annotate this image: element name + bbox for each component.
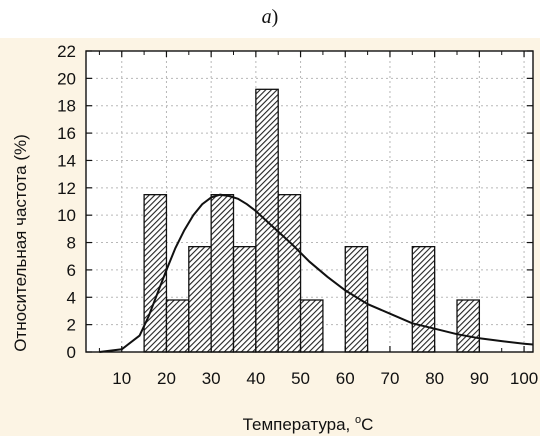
- x-axis-label: Температура, oС: [243, 414, 374, 434]
- histogram-bar: [299, 299, 324, 353]
- x-tick-label: 20: [157, 369, 176, 388]
- y-tick-label: 12: [57, 179, 76, 198]
- x-tick-label: 10: [112, 369, 131, 388]
- y-tick-label: 8: [67, 234, 76, 253]
- x-axis-label-text: Температура,: [243, 415, 355, 434]
- y-tick-label: 2: [67, 316, 76, 335]
- y-tick-label: 22: [57, 42, 76, 61]
- x-tick-label: 80: [425, 369, 444, 388]
- y-tick-label: 16: [57, 124, 76, 143]
- y-tick-label: 6: [67, 261, 76, 280]
- x-tick-label: 90: [470, 369, 489, 388]
- x-tick-label: 100: [510, 369, 538, 388]
- y-tick-label: 20: [57, 69, 76, 88]
- chart-panel: 0 2 4 6 8 10 12 14 16 18 20 22 10 20 30 40 50 60 70 80 90 10…: [0, 38, 540, 436]
- histogram-bar: [210, 194, 235, 353]
- caption-paren: ): [271, 6, 279, 28]
- figure-caption: a): [0, 6, 540, 40]
- y-tick-label: 10: [57, 206, 76, 225]
- x-tick-label: 60: [336, 369, 355, 388]
- histogram-bar: [188, 245, 212, 353]
- histogram-bar: [411, 245, 436, 353]
- x-axis-label-unit: С: [361, 415, 373, 434]
- histogram-bar: [344, 245, 369, 353]
- histogram-bar: [277, 194, 302, 353]
- axis-ticks: [86, 50, 533, 353]
- y-tick-label: 4: [67, 288, 76, 307]
- x-tick-label: 30: [202, 369, 221, 388]
- histogram-bar: [232, 245, 257, 353]
- x-tick-labels: 10 20 30 40 50 60 70 80 90 100: [112, 369, 538, 388]
- x-tick-label: 50: [291, 369, 310, 388]
- x-tick-label: 40: [246, 369, 265, 388]
- y-tick-label: 18: [57, 97, 76, 116]
- y-tick-labels: 0 2 4 6 8 10 12 14 16 18 20 22: [57, 42, 76, 362]
- y-tick-label: 14: [57, 151, 76, 170]
- y-tick-label: 0: [67, 343, 76, 362]
- histogram-bar: [165, 299, 190, 353]
- plot-frame: [85, 50, 534, 353]
- fitted-curve: [99, 193, 534, 353]
- x-tick-label: 70: [380, 369, 399, 388]
- histogram-bar: [456, 299, 481, 353]
- y-axis-label: Относительная частота (%): [11, 134, 30, 352]
- x-axis-label-degree: o: [355, 414, 361, 426]
- histogram-bars: [143, 88, 481, 353]
- caption-letter: a: [261, 6, 272, 28]
- histogram-bar: [143, 194, 168, 353]
